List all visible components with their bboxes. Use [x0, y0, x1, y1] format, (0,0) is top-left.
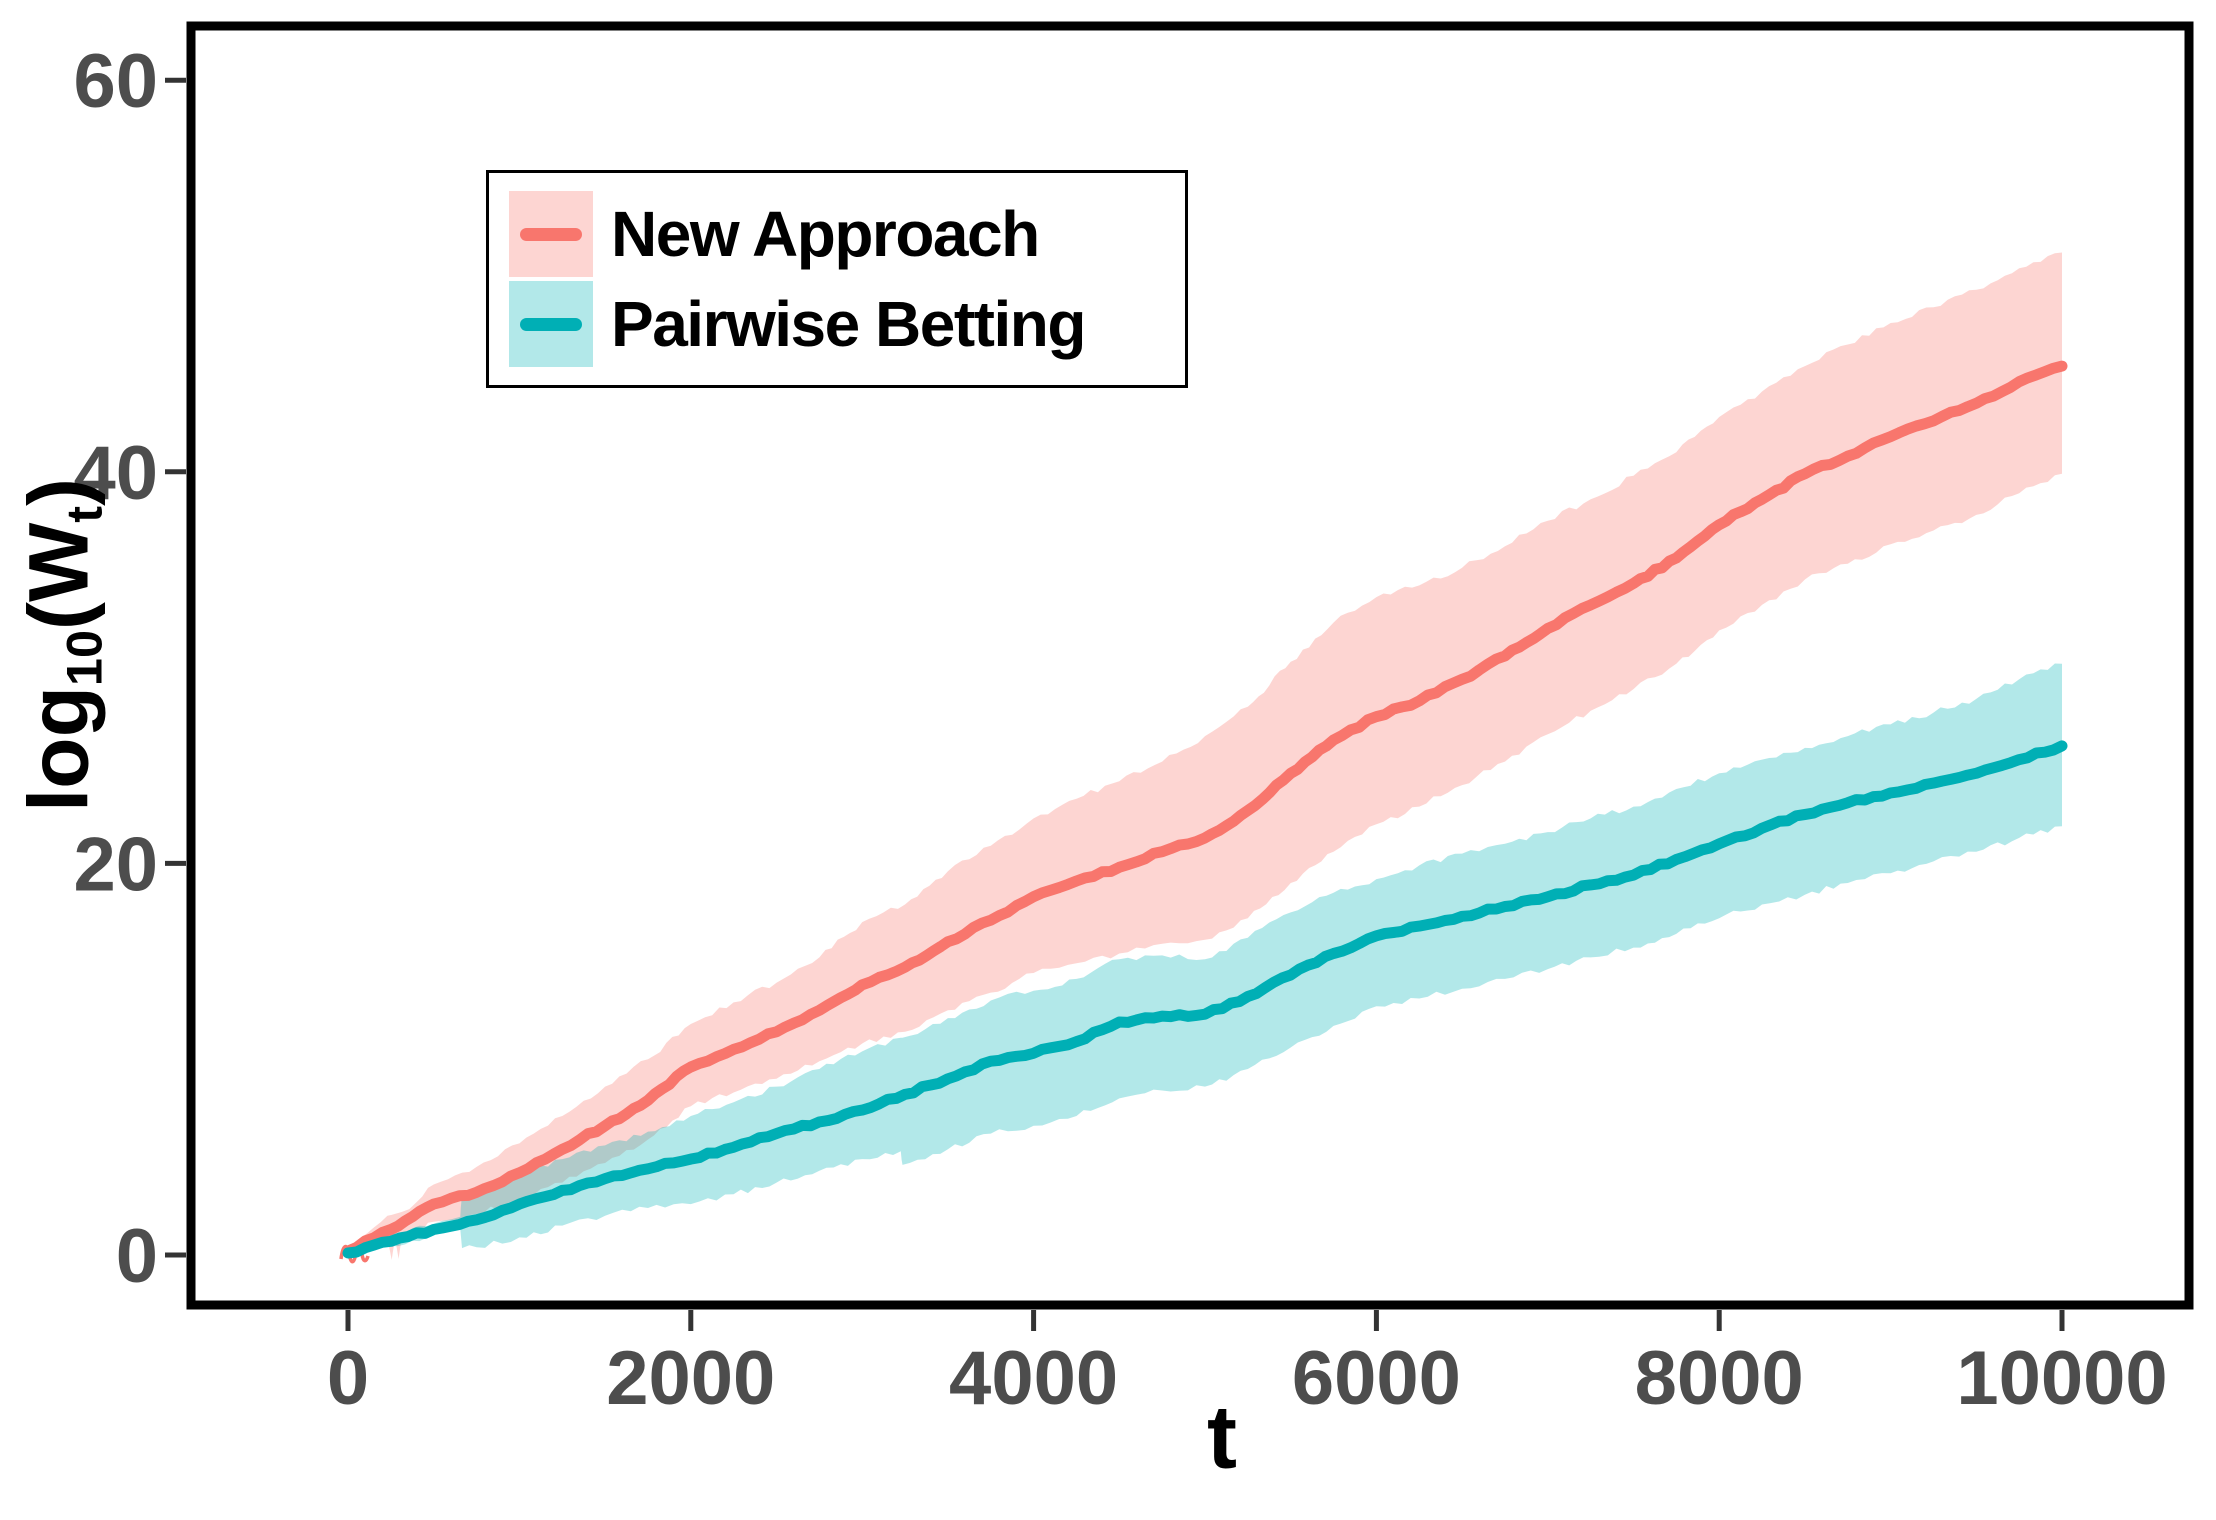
x-axis-tick-label: 8000 — [1635, 1336, 1804, 1421]
y-axis-tick-label: 40 — [73, 431, 158, 516]
y-axis-tick-label: 0 — [116, 1214, 158, 1299]
legend-key-pairwise-betting — [509, 281, 593, 367]
y-title-pre: log — [11, 686, 106, 813]
y-title-post: ) — [11, 477, 106, 506]
legend-item-pairwise-betting: Pairwise Betting — [509, 280, 1185, 368]
x-axis-tick-label: 0 — [327, 1336, 369, 1421]
legend-label-new-approach: New Approach — [611, 198, 1040, 270]
x-axis-tick-label: 4000 — [949, 1336, 1118, 1421]
x-axis-title: t — [1207, 1387, 1237, 1488]
y-title-subt: t — [55, 505, 113, 523]
y-axis-title: log10(Wt) — [10, 478, 113, 812]
y-axis-tick-label: 20 — [73, 822, 158, 907]
legend-line-new-approach-icon — [520, 227, 582, 241]
series-line-new-approach — [342, 360, 2068, 1257]
legend: New Approach Pairwise Betting — [486, 170, 1188, 388]
legend-line-pairwise-betting-icon — [520, 317, 582, 331]
confidence-band-new-approach — [348, 252, 2062, 1260]
legend-key-new-approach — [509, 191, 593, 277]
x-axis-tick-label: 10000 — [1956, 1336, 2167, 1421]
legend-label-pairwise-betting: Pairwise Betting — [611, 288, 1086, 360]
panel-border — [186, 21, 2194, 1310]
series-line-pairwise-betting — [342, 740, 2068, 1259]
y-title-sub10: 10 — [55, 630, 113, 687]
legend-item-new-approach: New Approach — [509, 190, 1185, 278]
y-axis-tick-label: 60 — [73, 39, 158, 124]
x-axis-tick-label: 6000 — [1292, 1336, 1461, 1421]
x-axis-tick-label: 2000 — [606, 1336, 775, 1421]
confidence-band-pairwise-betting — [348, 663, 2062, 1256]
y-title-mid: (W — [11, 522, 106, 630]
plot-area — [339, 252, 2068, 1264]
